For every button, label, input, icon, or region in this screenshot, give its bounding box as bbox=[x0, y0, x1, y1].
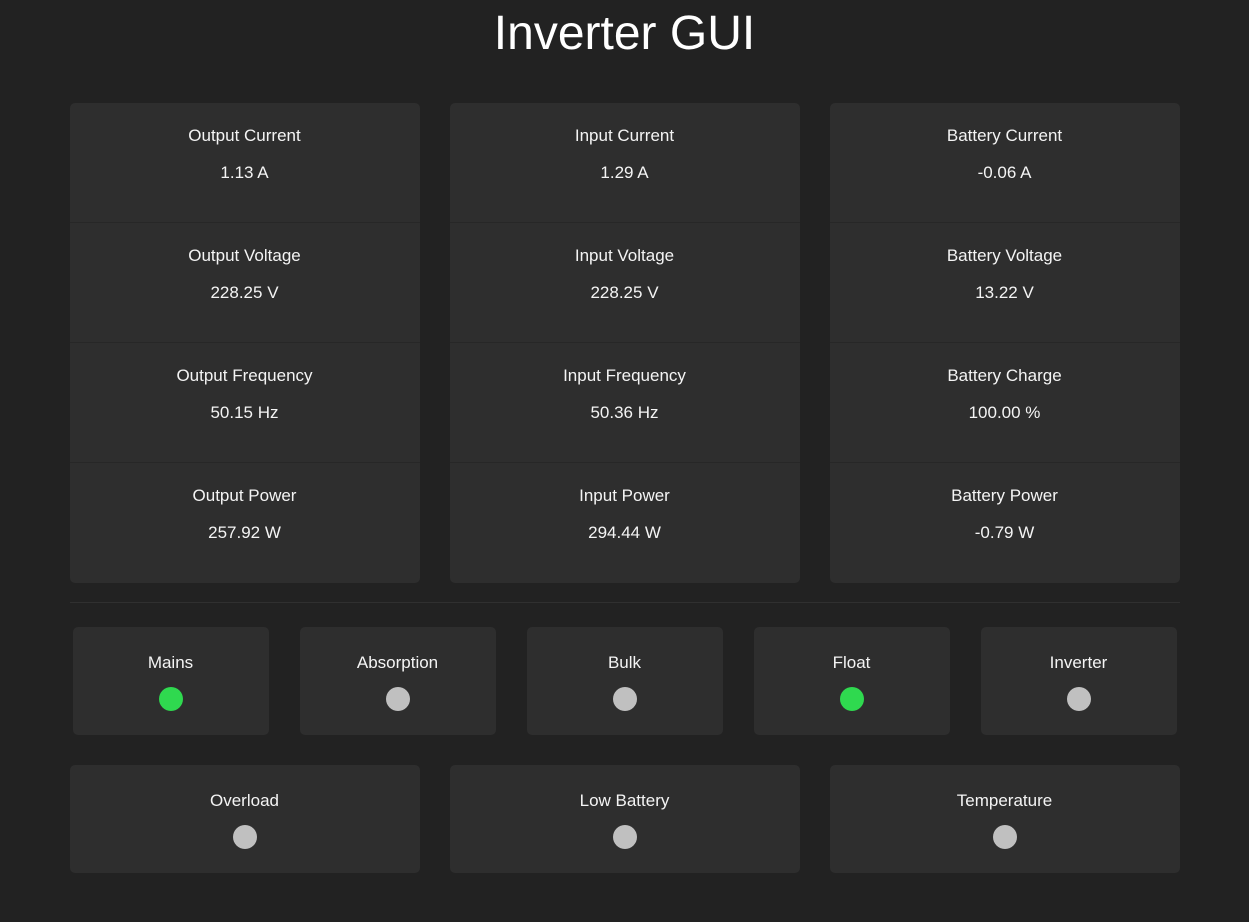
status-card-float[interactable]: Float bbox=[753, 627, 950, 735]
status-label: Mains bbox=[147, 653, 194, 672]
metric-cell-input-frequency: Input Frequency 50.36 Hz bbox=[449, 343, 800, 463]
status-card-absorption[interactable]: Absorption bbox=[299, 627, 496, 735]
metric-column-output: Output Current 1.13 A Output Voltage 228… bbox=[69, 103, 420, 583]
metric-value: -0.06 A bbox=[977, 163, 1032, 182]
led-indicator-bulk bbox=[612, 687, 637, 711]
metric-label: Input Power bbox=[579, 486, 670, 505]
led-indicator-absorption bbox=[385, 687, 410, 711]
metric-column-input: Input Current 1.29 A Input Voltage 228.2… bbox=[449, 103, 800, 583]
metrics-grid: Output Current 1.13 A Output Voltage 228… bbox=[0, 103, 1249, 583]
metric-cell-input-voltage: Input Voltage 228.25 V bbox=[449, 223, 800, 343]
metric-cell-battery-charge: Battery Charge 100.00 % bbox=[829, 343, 1180, 463]
metric-value: 50.36 Hz bbox=[590, 403, 659, 422]
status-card-mains[interactable]: Mains bbox=[72, 627, 269, 735]
status-indicator-row: Mains Absorption Bulk Float Inverter bbox=[0, 627, 1249, 735]
metric-label: Battery Voltage bbox=[946, 246, 1063, 265]
metric-label: Output Frequency bbox=[176, 366, 313, 385]
status-label: Absorption bbox=[356, 653, 439, 672]
metric-cell-input-power: Input Power 294.44 W bbox=[450, 463, 800, 583]
status-card-temperature[interactable]: Temperature bbox=[829, 765, 1180, 873]
metric-cell-battery-power: Battery Power -0.79 W bbox=[830, 463, 1180, 583]
metric-cell-input-current: Input Current 1.29 A bbox=[449, 103, 800, 223]
led-indicator-temperature bbox=[992, 825, 1017, 849]
status-card-inverter[interactable]: Inverter bbox=[980, 627, 1177, 735]
led-indicator-inverter bbox=[1066, 687, 1091, 711]
metric-value: 50.15 Hz bbox=[210, 403, 279, 422]
metric-label: Input Frequency bbox=[563, 366, 686, 385]
metric-value: 100.00 % bbox=[968, 403, 1041, 422]
metric-label: Output Voltage bbox=[188, 246, 301, 265]
metric-value: 294.44 W bbox=[588, 523, 661, 542]
metric-value: 1.13 A bbox=[220, 163, 269, 182]
metric-value: -0.79 W bbox=[974, 523, 1035, 542]
status-label: Inverter bbox=[1049, 653, 1108, 672]
metric-cell-battery-current: Battery Current -0.06 A bbox=[829, 103, 1180, 223]
status-label: Overload bbox=[210, 791, 279, 810]
metric-label: Output Current bbox=[188, 126, 301, 145]
status-label: Temperature bbox=[956, 791, 1053, 810]
metric-value: 228.25 V bbox=[590, 283, 659, 302]
status-card-overload[interactable]: Overload bbox=[69, 765, 420, 873]
metric-value: 1.29 A bbox=[600, 163, 649, 182]
metric-cell-battery-voltage: Battery Voltage 13.22 V bbox=[829, 223, 1180, 343]
status-label: Float bbox=[832, 653, 871, 672]
metric-cell-output-power: Output Power 257.92 W bbox=[70, 463, 420, 583]
metric-label: Input Voltage bbox=[574, 246, 675, 265]
metric-value: 13.22 V bbox=[975, 283, 1034, 302]
metric-cell-output-voltage: Output Voltage 228.25 V bbox=[69, 223, 420, 343]
section-divider bbox=[69, 602, 1180, 603]
led-indicator-mains bbox=[158, 687, 183, 711]
metric-label: Battery Charge bbox=[947, 366, 1062, 385]
metric-column-battery: Battery Current -0.06 A Battery Voltage … bbox=[829, 103, 1180, 583]
metric-label: Battery Current bbox=[946, 126, 1063, 145]
metric-label: Battery Power bbox=[951, 486, 1058, 505]
metric-cell-output-current: Output Current 1.13 A bbox=[69, 103, 420, 223]
status-label: Low Battery bbox=[579, 791, 670, 810]
metric-label: Input Current bbox=[574, 126, 675, 145]
metric-cell-output-frequency: Output Frequency 50.15 Hz bbox=[69, 343, 420, 463]
led-indicator-low-battery bbox=[612, 825, 637, 849]
metric-label: Output Power bbox=[192, 486, 297, 505]
led-indicator-float bbox=[839, 687, 864, 711]
status-card-bulk[interactable]: Bulk bbox=[526, 627, 723, 735]
status-card-low-battery[interactable]: Low Battery bbox=[449, 765, 800, 873]
metric-value: 228.25 V bbox=[210, 283, 279, 302]
status-label: Bulk bbox=[607, 653, 642, 672]
metric-value: 257.92 W bbox=[208, 523, 281, 542]
led-indicator-overload bbox=[232, 825, 257, 849]
page-title: Inverter GUI bbox=[493, 7, 756, 60]
alarm-indicator-row: Overload Low Battery Temperature bbox=[0, 765, 1249, 873]
